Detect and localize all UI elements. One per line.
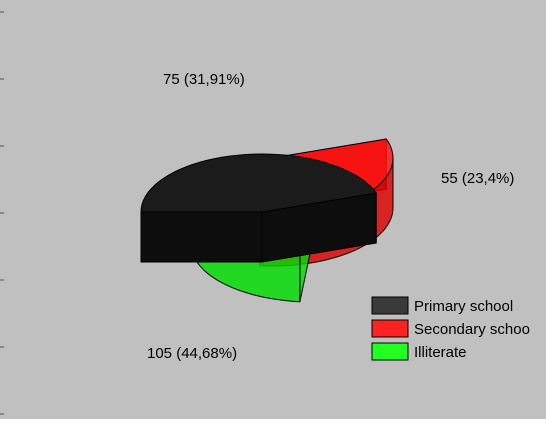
data-label-illiterate: 55 (23,4%): [441, 170, 514, 187]
legend: Primary school Secondary schoo Illiterat…: [371, 296, 530, 361]
legend-label-secondary-school: Secondary schoo: [414, 321, 530, 338]
legend-swatch-illiterate: [371, 342, 409, 361]
legend-label-illiterate: Illiterate: [414, 344, 467, 361]
data-label-primary-school: 105 (44,68%): [147, 345, 237, 362]
pie-slices: [140, 138, 394, 303]
left-tick-marks: [0, 11, 4, 415]
legend-swatch-primary-school: [371, 296, 409, 315]
slice-side-primary-school: [140, 211, 263, 263]
legend-swatch-secondary-school: [371, 319, 409, 338]
legend-label-primary-school: Primary school: [414, 298, 513, 315]
slice-primary-school: [140, 153, 377, 213]
data-label-secondary-school: 75 (31,91%): [163, 71, 245, 88]
